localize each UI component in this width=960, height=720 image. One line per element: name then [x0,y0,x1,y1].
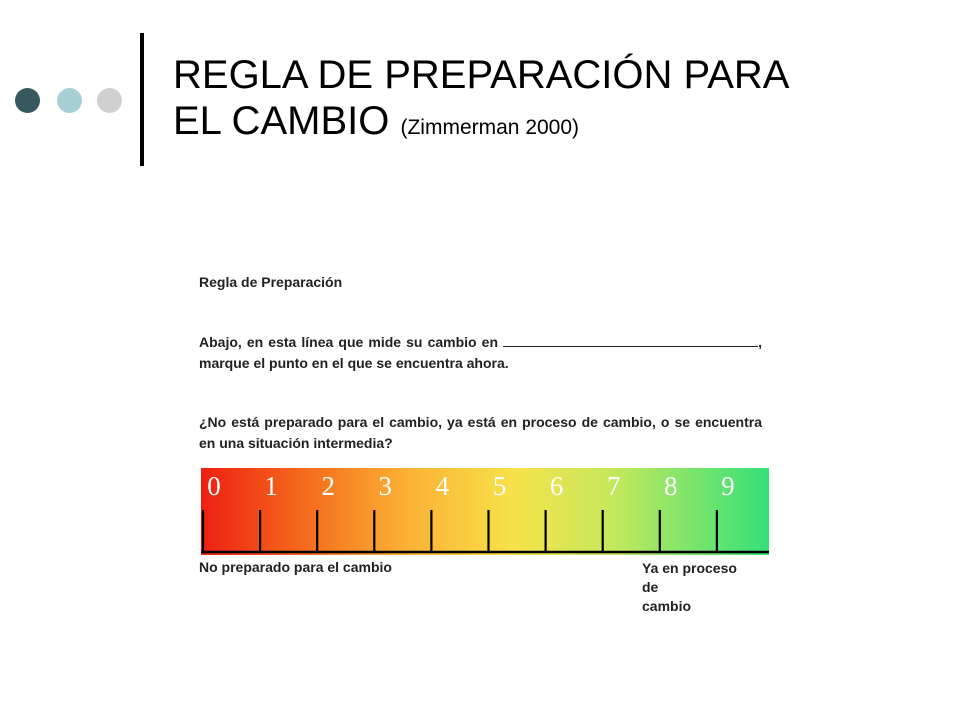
title-line-1: REGLA DE PREPARACIÓN PARA [173,53,790,97]
readiness-ruler-figure: Regla de Preparación Abajo, en esta líne… [190,262,780,622]
dot-dark-teal [15,88,40,113]
scale-number-2: 2 [321,471,335,501]
label-not-ready: No preparado para el cambio [199,559,392,575]
scale-number-3: 3 [379,471,393,501]
label-in-process-line-3: cambio [642,598,692,614]
readiness-scale-bar: 0 1 2 3 4 5 6 7 8 9 [201,468,769,555]
title-accent-bar [140,33,144,166]
scale-number-0: 0 [207,471,221,501]
scale-number-8: 8 [664,471,678,501]
scale-number-6: 6 [550,471,564,501]
scale-ruler-svg: 0 1 2 3 4 5 6 7 8 9 [201,471,769,554]
label-in-process-line-2: de [642,579,659,595]
dot-light-teal [57,88,82,113]
instruction-part-a: Abajo, en esta línea que mide su cambio … [199,334,499,350]
label-in-process-line-1: Ya en proceso [642,560,737,576]
slide-subtitle: (Zimmerman 2000) [400,116,580,139]
scale-number-4: 4 [436,471,450,501]
figure-heading: Regla de Preparación [199,274,343,290]
decorative-dots [15,88,125,114]
slide-title: REGLA DE PREPARACIÓN PARA EL CAMBIO (Zim… [173,52,933,151]
scale-number-1: 1 [264,471,278,501]
label-in-process: Ya en proceso de cambio [642,559,772,616]
dot-gray [97,88,122,113]
instruction-part-b: , marque el punto en el que se encuentra… [199,334,762,371]
fill-in-blank-line [503,334,759,347]
scale-number-9: 9 [721,471,735,501]
question-paragraph: ¿No está preparado para el cambio, ya es… [199,414,762,451]
scale-number-7: 7 [607,471,621,501]
instruction-paragraph: Abajo, en esta línea que mide su cambio … [199,332,762,374]
title-line-2: EL CAMBIO [173,99,390,143]
scale-number-5: 5 [493,471,507,501]
